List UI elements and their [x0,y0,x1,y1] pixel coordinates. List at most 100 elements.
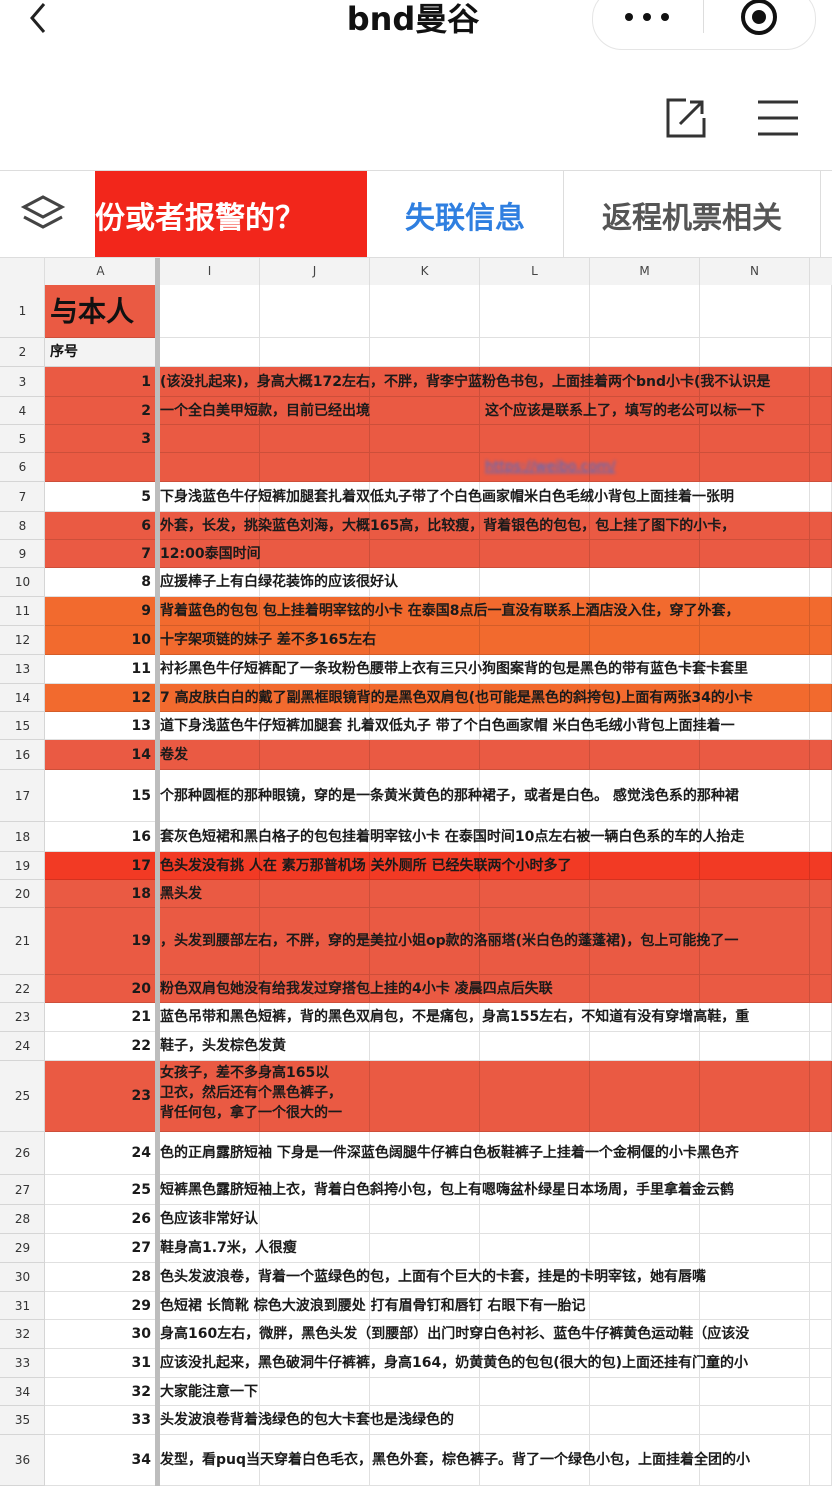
row: 16 14 卷发 [0,740,832,770]
row-number-cell [0,626,45,655]
cell [260,740,370,770]
cell [700,453,810,482]
cell [260,568,370,597]
cell [45,1349,157,1378]
cell [45,1175,157,1205]
cell [370,822,480,852]
cell [480,1406,590,1435]
sequence-number: 16 [131,829,151,845]
sequence-number: 27 [131,1240,151,1256]
cell [260,655,370,684]
cell [480,880,590,908]
cell-overflow: 女孩子，差不多身高165以 卫衣，然后还有个黑色裤子， 背任何包，拿了一个很大的… [160,1061,818,1132]
row: 7 5 下身浅蓝色牛仔短裤加腿套扎着双低丸子带了个白色画家帽米白色毛绒小背包上面挂着… [0,482,832,512]
column-letter: K [370,258,480,285]
cell [160,1263,260,1292]
sheet: 1 与本人 2 序号 3 1 (该没扎起来)，身高大概172左右，不胖，背李宁蓝粉色书包，上… [0,285,832,1486]
share-button[interactable] [664,96,708,140]
cell-text: 一个全白美甲短款，目前已经出境 [160,403,370,419]
cell-text: 应该没扎起来，黑色破洞牛仔裤裤，身高164，奶黄黄色的包包(很大的包)上面还挂有… [160,1355,749,1371]
cell [480,453,590,482]
sequence-number: 25 [131,1182,151,1198]
row: 22 20 粉色双肩包她没有给我发过穿搭包上挂的4小卡 凌晨四点后失联 [0,975,832,1003]
row: 26 24 色的正肩露脐短袖 下身是一件深蓝色阔腿牛仔裤白色板鞋裤子上挂着一个金桐偃… [0,1132,832,1175]
cell [260,1205,370,1234]
cell-overflow: 发型，看puq当天穿着白色毛衣，黑色外套，棕色裤子。背了一个绿色小包，上面挂着全… [160,1435,818,1486]
cell [45,1435,157,1486]
cell [700,367,810,397]
row-number: 36 [14,1453,31,1467]
cell [45,1263,157,1292]
cell-overflow: 大家能注意一下 [160,1378,818,1406]
cell [260,512,370,540]
cell [480,1003,590,1032]
row-number-cell [0,1406,45,1435]
cell [370,712,480,740]
cell [480,712,590,740]
layers-button[interactable] [20,193,66,233]
cell [700,770,810,822]
page-title: bnd曼谷 [346,0,480,38]
cell [590,852,700,880]
cell [160,285,260,338]
cell [160,655,260,684]
tab-label[interactable]: 失联信息 [405,201,525,236]
cell [45,338,157,367]
cell [370,1435,480,1486]
row-number: 5 [18,432,27,446]
back-button[interactable] [22,0,52,36]
cell-text: 与本人 [50,295,135,328]
cell [160,1292,260,1320]
cell-text: 大家能注意一下 [160,1384,258,1400]
more-button[interactable] [623,7,673,27]
sequence-number: 20 [131,981,151,997]
cell [260,770,370,822]
row: 6 https://weibo.com/ [0,453,832,482]
cell [160,975,260,1003]
row-number: 33 [14,1356,31,1370]
menu-button[interactable] [756,98,800,138]
column-letter: M [590,258,700,285]
cell [370,1061,480,1132]
cell [480,626,590,655]
cell [590,1406,700,1435]
cell-text: 色应该非常好认 [160,1211,258,1227]
cell [700,1292,810,1320]
cell [370,1349,480,1378]
close-button[interactable] [739,0,779,37]
top-bar: bnd曼谷 [0,0,832,170]
row-number-cell [0,1032,45,1061]
cell [700,482,810,512]
row-number-cell [0,1205,45,1234]
tab-label[interactable]: 返程机票相关 [602,201,782,236]
cell [700,740,810,770]
cell-text: 色头发波浪卷，背着一个蓝绿色的包，上面有个巨大的卡套，挂是的卡明宰铉，她有唇嘴 [160,1269,706,1285]
tab[interactable]: 份或者报警的？ [95,171,367,257]
column-letter: L [480,258,590,285]
cell [480,338,590,367]
row-number: 28 [14,1212,31,1226]
cell-overflow: 粉色双肩包她没有给我发过穿搭包上挂的4小卡 凌晨四点后失联 [160,975,818,1003]
cell-link: https://weibo.com/ [485,459,616,475]
row-number: 19 [14,859,31,873]
cell [370,852,480,880]
sequence-number: 22 [131,1038,151,1054]
column-letter: I [160,258,260,285]
cell [590,1205,700,1234]
cell [590,397,700,425]
sequence-number: 32 [131,1384,151,1400]
cell [260,597,370,626]
row: 17 15 个那种圆框的那种眼镜，穿的是一条黄米黄色的那种裙子，或者是白色。 感觉浅… [0,770,832,822]
cell [700,908,810,975]
cell-overflow: 下身浅蓝色牛仔短裤加腿套扎着双低丸子带了个白色画家帽米白色毛绒小背包上面挂着一张… [160,482,818,512]
cell [45,1132,157,1175]
cell [370,684,480,712]
sequence-number: 31 [131,1355,151,1371]
cell [160,1205,260,1234]
cell [700,1061,810,1132]
cell-text: 下身浅蓝色牛仔短裤加腿套扎着双低丸子带了个白色画家帽米白色毛绒小背包上面挂着一张… [160,489,734,505]
cell [370,512,480,540]
cell [370,597,480,626]
cell [45,1320,157,1349]
cell [160,1003,260,1032]
